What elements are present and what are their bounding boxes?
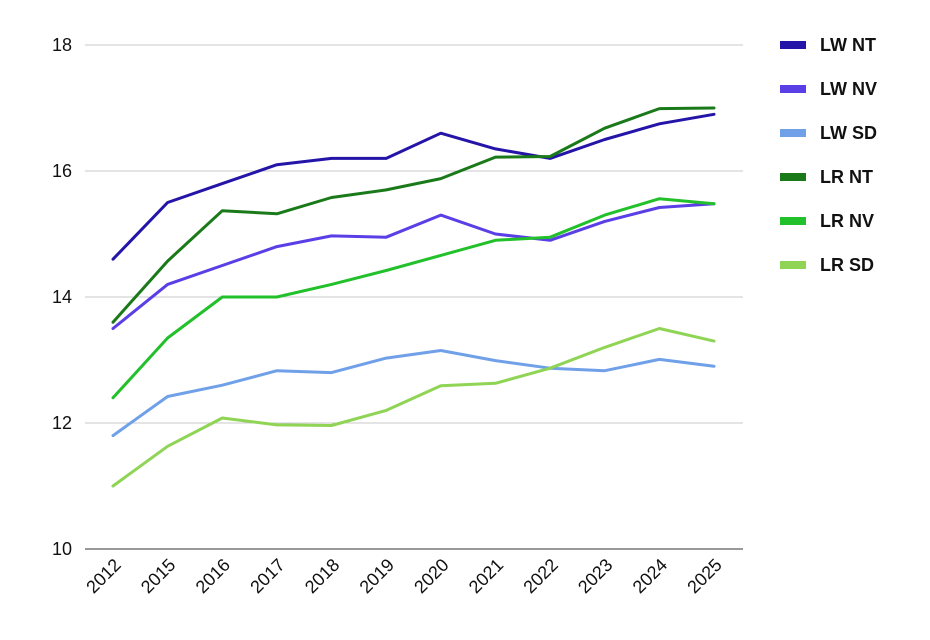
x-tick-label: 2018 <box>301 555 343 597</box>
x-tick-label: 2023 <box>574 555 616 597</box>
legend-label: LR NT <box>820 167 873 187</box>
x-tick-label: 2017 <box>246 555 288 597</box>
x-tick-label: 2020 <box>410 555 452 597</box>
y-tick-label: 14 <box>52 287 72 307</box>
series-lines <box>111 106 716 488</box>
y-tick-label: 10 <box>52 539 72 559</box>
gridlines <box>85 44 743 550</box>
x-tick-label: 2015 <box>137 555 179 597</box>
y-tick-label: 12 <box>52 413 72 433</box>
y-tick-label: 18 <box>52 35 72 55</box>
x-tick-label: 2025 <box>683 555 725 597</box>
x-tick-label: 2016 <box>192 555 234 597</box>
legend-item: LW NV <box>780 79 877 99</box>
x-axis-ticks: 2012 2015 2016 2017 2018 2019 2020 2021 2022 2023… <box>82 555 725 597</box>
legend-item: LR NV <box>780 211 874 231</box>
y-tick-label: 16 <box>52 161 72 181</box>
series-line-lr-nv <box>111 197 716 400</box>
legend-swatch <box>780 261 806 269</box>
series-line-lw-nt <box>111 112 716 261</box>
legend-label: LW NT <box>820 35 876 55</box>
series-line-lw-sd <box>111 349 716 438</box>
legend-swatch <box>780 217 806 225</box>
x-tick-label: 2021 <box>465 555 507 597</box>
legend-item: LR NT <box>780 167 873 187</box>
x-tick-label: 2024 <box>629 555 671 597</box>
x-tick-label: 2019 <box>356 555 398 597</box>
legend-swatch <box>780 41 806 49</box>
legend-swatch <box>780 173 806 181</box>
legend-item: LW NT <box>780 35 876 55</box>
y-axis-ticks: 10 12 14 16 18 <box>52 35 72 559</box>
x-tick-label: 2022 <box>519 555 561 597</box>
series-line-lr-sd <box>111 327 716 488</box>
legend-item: LR SD <box>780 255 874 275</box>
legend-label: LW SD <box>820 123 877 143</box>
legend-label: LW NV <box>820 79 877 99</box>
legend-label: LR SD <box>820 255 874 275</box>
x-tick-label: 2012 <box>82 555 124 597</box>
series-line-lr-nt <box>111 106 716 324</box>
legend-swatch <box>780 85 806 93</box>
legend-swatch <box>780 129 806 137</box>
legend: LW NT LW NV LW SD LR NT LR NV LR SD <box>780 35 877 275</box>
series-line-lw-nv <box>111 202 716 330</box>
legend-item: LW SD <box>780 123 877 143</box>
legend-label: LR NV <box>820 211 874 231</box>
